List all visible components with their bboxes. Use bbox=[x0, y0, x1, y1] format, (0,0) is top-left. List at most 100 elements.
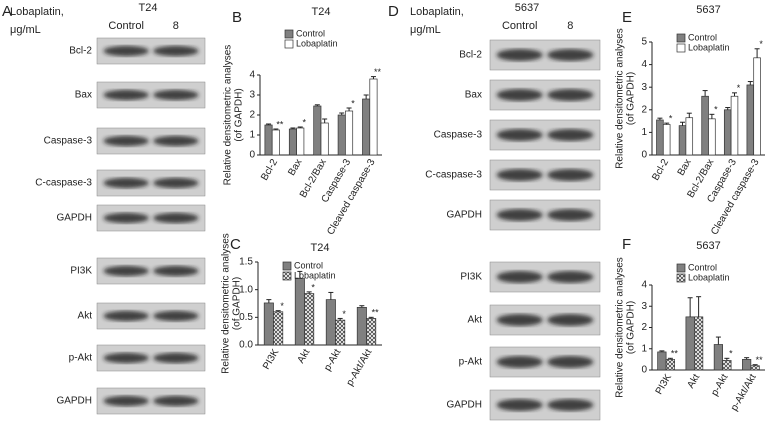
error-bar bbox=[709, 113, 715, 119]
row-label: Bax bbox=[465, 90, 482, 101]
blot-band bbox=[103, 265, 149, 277]
error-bar bbox=[657, 117, 663, 120]
blot-band bbox=[496, 89, 543, 101]
blot-band bbox=[103, 177, 149, 189]
legend-swatch bbox=[282, 271, 292, 281]
blot-band bbox=[153, 352, 199, 364]
error-bar bbox=[731, 92, 737, 97]
row-label: C-caspase-3 bbox=[425, 170, 482, 181]
bar bbox=[366, 318, 377, 346]
x-tick-label: p-Akt bbox=[709, 372, 730, 398]
blot-band bbox=[496, 209, 543, 221]
row-label: Caspase-3 bbox=[434, 130, 483, 141]
x-tick-label: Bcl-2 bbox=[259, 157, 280, 183]
significance: ** bbox=[372, 308, 380, 318]
blot-title: 5637 bbox=[515, 2, 539, 14]
bar bbox=[662, 124, 671, 156]
significance: * bbox=[351, 98, 355, 108]
blot-band bbox=[103, 45, 149, 57]
error-bar bbox=[337, 317, 343, 321]
significance: ** bbox=[756, 355, 764, 365]
blot-band bbox=[547, 89, 594, 101]
error-bar bbox=[687, 297, 693, 317]
panel-label: D bbox=[388, 3, 399, 20]
blot-band bbox=[547, 209, 594, 221]
y-tick-label: 3 bbox=[249, 90, 255, 101]
blot-band bbox=[496, 49, 543, 61]
bar bbox=[356, 307, 367, 346]
error-bar bbox=[667, 357, 673, 360]
error-bar bbox=[297, 270, 303, 279]
bar bbox=[294, 278, 305, 346]
bar bbox=[271, 129, 280, 156]
significance: * bbox=[311, 282, 315, 292]
blot-band bbox=[103, 395, 149, 407]
bar bbox=[273, 311, 284, 346]
significance: * bbox=[759, 39, 763, 49]
header: Lobaplatin, bbox=[410, 6, 464, 18]
error-bar bbox=[322, 118, 328, 123]
error-bar bbox=[752, 364, 758, 366]
error-bar bbox=[297, 126, 303, 128]
y-axis-title: (of GAPDH) bbox=[626, 301, 637, 354]
y-axis-title: Relative densitometric analyses bbox=[221, 233, 232, 374]
y-tick-label: 0.5 bbox=[239, 312, 253, 323]
error-bar bbox=[290, 127, 296, 129]
row-label: Akt bbox=[78, 311, 93, 322]
lane-label: 8 bbox=[567, 20, 573, 32]
significance: ** bbox=[671, 349, 679, 359]
blot-band bbox=[547, 399, 594, 411]
row-label: C-caspase-3 bbox=[35, 178, 92, 189]
panel-label: F bbox=[622, 236, 631, 253]
y-tick-label: 3 bbox=[641, 301, 647, 312]
x-tick-label: Bax bbox=[676, 157, 694, 177]
bar bbox=[701, 95, 709, 156]
y-tick-label: 1.5 bbox=[239, 257, 253, 268]
unit: μg/mL bbox=[410, 24, 441, 36]
legend-swatch bbox=[284, 39, 294, 49]
chart-title: 5637 bbox=[696, 240, 720, 252]
y-tick-label: 0.0 bbox=[239, 340, 253, 351]
legend-swatch bbox=[676, 33, 686, 43]
row-label: PI3K bbox=[70, 266, 92, 277]
blot-band bbox=[547, 169, 594, 181]
bar bbox=[722, 360, 732, 371]
bar bbox=[313, 105, 322, 156]
significance: * bbox=[303, 117, 307, 127]
significance: * bbox=[669, 114, 673, 124]
legend-label: Control bbox=[688, 262, 717, 272]
significance: * bbox=[342, 309, 346, 319]
error-bar bbox=[724, 357, 730, 361]
x-tick-label: p-Akt/Akt bbox=[729, 372, 759, 413]
significance: * bbox=[714, 105, 718, 115]
error-bar bbox=[702, 90, 708, 97]
legend-label: Lobaplatin bbox=[688, 42, 730, 52]
error-bar bbox=[686, 112, 692, 118]
lane-label: Control bbox=[108, 20, 143, 32]
error-bar bbox=[359, 305, 365, 308]
blot-band bbox=[496, 356, 543, 368]
bar bbox=[685, 316, 695, 371]
blot-band bbox=[103, 352, 149, 364]
row-label: GAPDH bbox=[56, 396, 92, 407]
bar bbox=[657, 351, 667, 371]
error-bar bbox=[747, 81, 753, 85]
blot-band bbox=[496, 271, 543, 283]
error-bar bbox=[754, 48, 760, 58]
y-tick-label: 0 bbox=[641, 150, 647, 161]
y-axis-title: Relative densitometric analyses bbox=[223, 45, 234, 186]
significance: * bbox=[737, 83, 741, 93]
legend-label: Lobaplatin bbox=[296, 38, 338, 48]
error-bar bbox=[314, 104, 320, 106]
blot-band bbox=[153, 310, 199, 322]
y-tick-label: 0 bbox=[249, 150, 255, 161]
blot-band bbox=[153, 135, 199, 147]
significance: ** bbox=[374, 67, 382, 77]
legend-label: Control bbox=[294, 260, 323, 270]
x-tick-label: Bax bbox=[286, 157, 304, 177]
error-bar bbox=[680, 121, 686, 126]
bar bbox=[678, 125, 687, 156]
bar bbox=[750, 365, 760, 371]
blot-band bbox=[153, 177, 199, 189]
